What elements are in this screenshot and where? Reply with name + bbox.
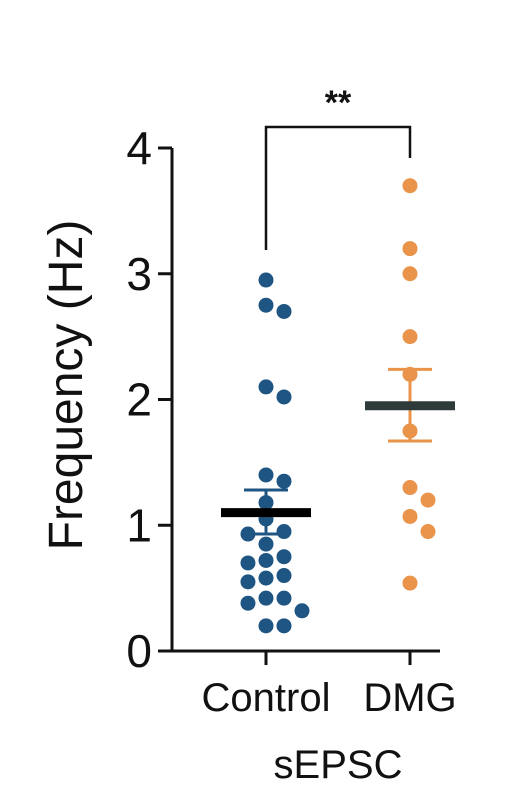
data-point	[258, 272, 274, 288]
data-point	[402, 178, 418, 194]
y-tick-label: 2	[126, 374, 152, 426]
data-point	[402, 480, 418, 496]
data-point	[276, 549, 292, 565]
data-point	[294, 603, 310, 619]
data-point	[276, 303, 292, 319]
data-point	[402, 266, 418, 282]
data-point	[276, 389, 292, 405]
mean-sem-markers	[221, 367, 455, 536]
data-point	[240, 574, 256, 590]
bracket-line	[264, 125, 412, 250]
data-point	[402, 329, 418, 345]
data-point	[258, 379, 274, 395]
data-point	[420, 524, 436, 540]
data-point	[258, 618, 274, 634]
data-point	[258, 590, 274, 606]
significance-label: **	[325, 84, 352, 122]
data-point	[402, 575, 418, 591]
data-point	[258, 552, 274, 568]
axes	[158, 146, 440, 665]
data-point	[240, 595, 256, 611]
x-tick-label: Control	[202, 676, 331, 720]
data-point	[276, 568, 292, 584]
x-axis-title: sEPSC	[274, 743, 403, 787]
y-tick-label: 3	[126, 248, 152, 300]
y-tick-label: 1	[126, 499, 152, 551]
x-tick-label: DMG	[363, 676, 456, 720]
data-point	[258, 570, 274, 586]
y-tick-label: 0	[126, 625, 152, 677]
data-point	[240, 555, 256, 571]
data-point	[402, 241, 418, 257]
significance-bracket: **	[264, 84, 412, 250]
data-point	[420, 492, 436, 508]
y-tick-label: 4	[126, 122, 152, 174]
data-point	[258, 467, 274, 483]
data-point	[276, 524, 292, 540]
data-point	[402, 508, 418, 524]
axis-labels: Frequency (Hz) sEPSC 0 1 2 3 4 Control DMG	[40, 122, 457, 787]
data-point	[276, 618, 292, 634]
data-point	[258, 297, 274, 313]
data-point	[276, 473, 292, 489]
data-point	[258, 536, 274, 552]
y-axis-title: Frequency (Hz)	[40, 220, 93, 551]
data-point	[276, 590, 292, 606]
